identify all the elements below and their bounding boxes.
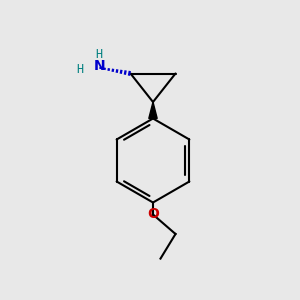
Text: H: H bbox=[95, 48, 103, 62]
Text: H: H bbox=[76, 63, 84, 76]
Text: N: N bbox=[94, 59, 106, 73]
Text: O: O bbox=[147, 208, 159, 221]
Polygon shape bbox=[149, 102, 157, 119]
